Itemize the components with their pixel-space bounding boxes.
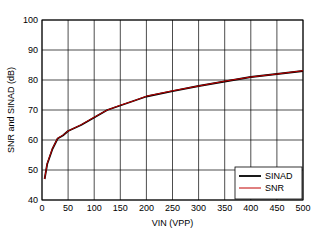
x-tick-label: 100 — [87, 203, 102, 213]
y-tick-label: 40 — [28, 195, 38, 205]
x-axis-label: VIN (VPP) — [152, 218, 194, 228]
x-tick-label: 0 — [39, 203, 44, 213]
legend-box — [235, 167, 302, 199]
y-tick-label: 60 — [28, 135, 38, 145]
x-tick-label: 400 — [243, 203, 258, 213]
y-axis-label: SNR and SINAD (dB) — [6, 67, 16, 153]
x-tick-label: 50 — [63, 203, 73, 213]
x-tick-label: 250 — [165, 203, 180, 213]
series-line — [45, 71, 303, 179]
legend-label: SNR — [265, 183, 285, 193]
x-tick-label: 300 — [191, 203, 206, 213]
y-tick-label: 70 — [28, 105, 38, 115]
grid-line — [42, 80, 303, 81]
y-tick-label: 100 — [23, 15, 38, 25]
x-tick-label: 150 — [113, 203, 128, 213]
y-tick-label: 90 — [28, 45, 38, 55]
legend: SINAD SNR — [235, 167, 302, 199]
x-tick-label: 500 — [295, 203, 310, 213]
legend-swatch — [239, 175, 261, 177]
grid-line — [42, 50, 303, 51]
grid-line — [42, 110, 303, 111]
chart: 0 50 100 150 200 250 300 350 400 450 500 40 50 60 70 80… — [0, 0, 324, 243]
series-group — [45, 71, 303, 179]
legend-label: SINAD — [265, 171, 293, 181]
legend-swatch — [239, 188, 261, 189]
series-line — [45, 71, 303, 179]
x-tick-label: 450 — [269, 203, 284, 213]
x-tick-label: 350 — [217, 203, 232, 213]
plot-frame — [42, 20, 303, 200]
grid-line — [42, 140, 303, 141]
x-tick-label: 200 — [139, 203, 154, 213]
y-tick-label: 50 — [28, 165, 38, 175]
y-tick-label: 80 — [28, 75, 38, 85]
